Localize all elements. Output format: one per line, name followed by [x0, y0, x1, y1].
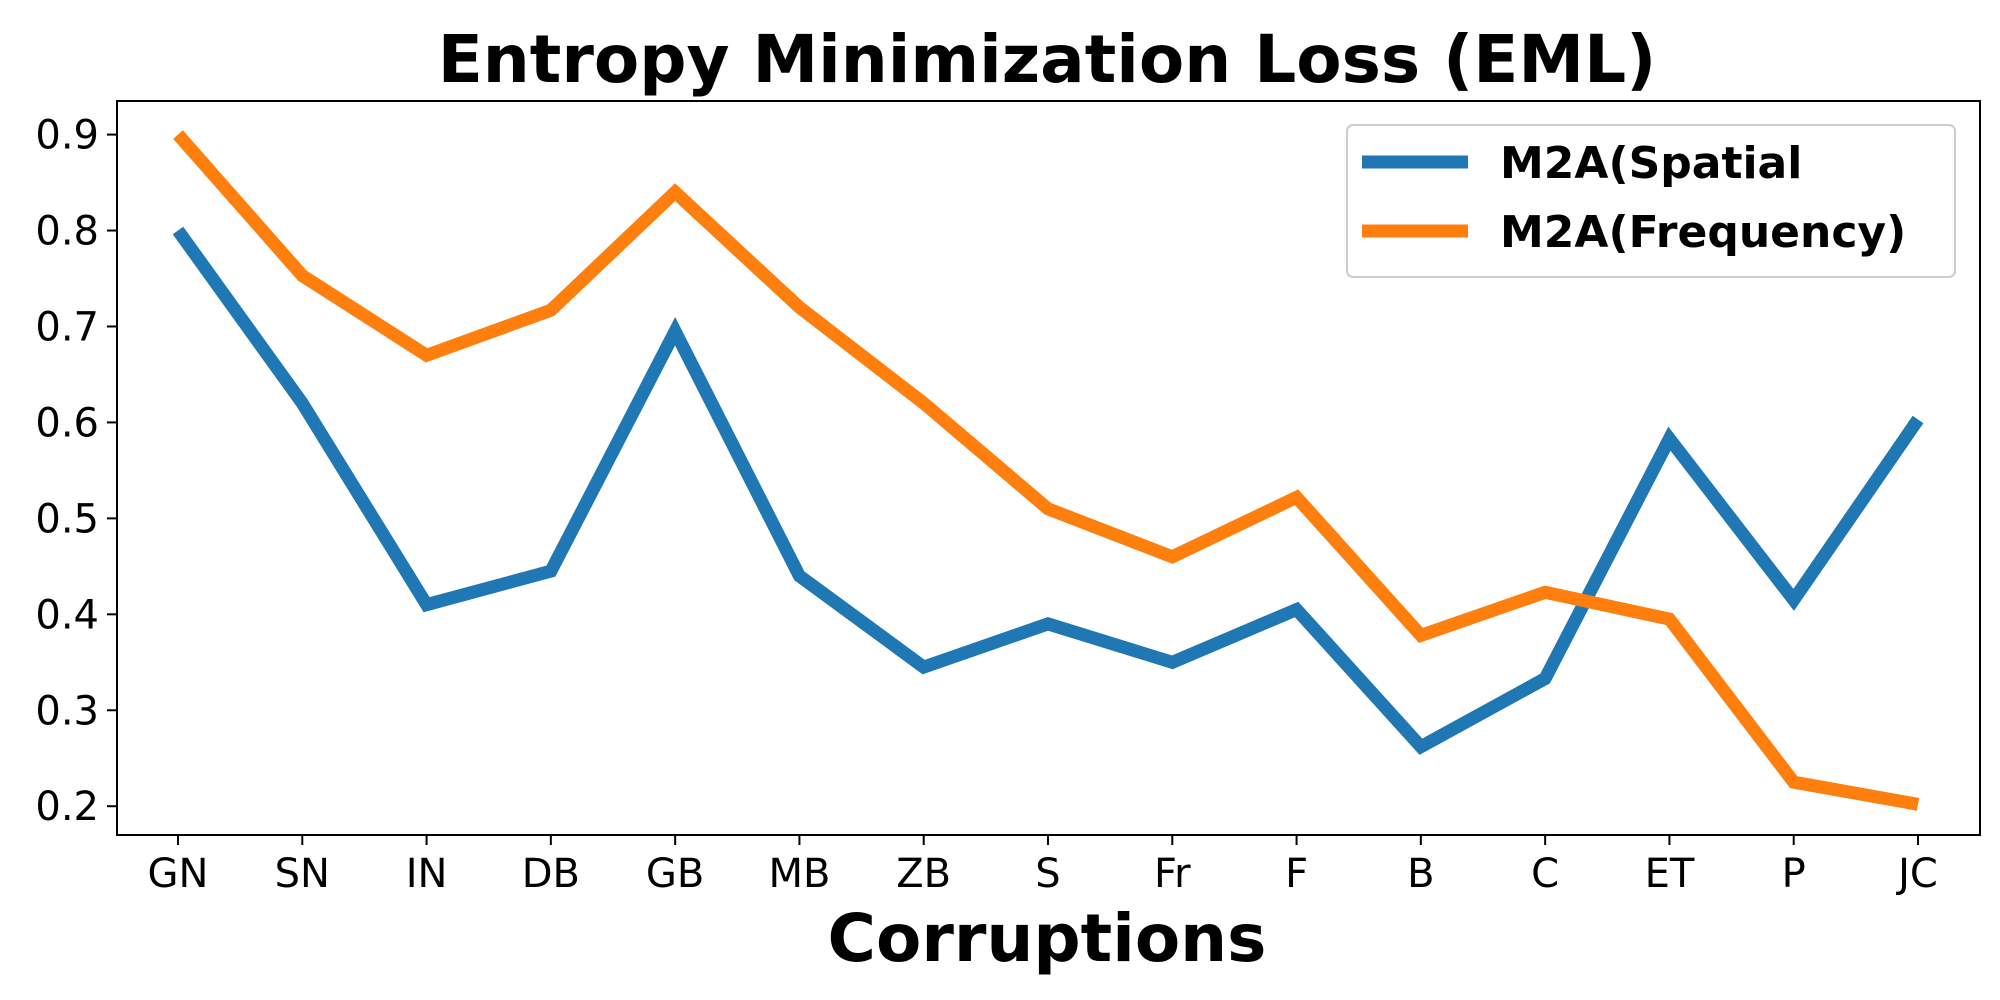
- x-axis: GN SN IN DB GB MB ZB S Fr F B C ET P JC: [148, 835, 1938, 897]
- x-tick-label: GB: [646, 851, 704, 897]
- legend: M2A(Spatial M2A(Frequency): [1346, 124, 1956, 278]
- x-tick-label: DB: [522, 851, 580, 897]
- x-tick-label: S: [1035, 851, 1060, 897]
- x-tick-label: B: [1407, 851, 1434, 897]
- y-axis: 0.2 0.3 0.4 0.5 0.6 0.7 0.8 0.9: [35, 113, 117, 830]
- chart-title: Entropy Minimization Loss (EML): [438, 21, 1657, 98]
- x-tick-label: GN: [148, 851, 209, 897]
- x-tick-label: F: [1285, 851, 1308, 897]
- x-tick-label: ZB: [896, 851, 951, 897]
- y-tick-label: 0.2: [35, 784, 99, 830]
- legend-label-frequency: M2A(Frequency): [1500, 207, 1906, 258]
- x-tick-label: C: [1531, 851, 1559, 897]
- x-tick-label: SN: [275, 851, 330, 897]
- series-line-frequency: [173, 130, 1920, 811]
- x-tick-label: MB: [768, 851, 830, 897]
- legend-label-spatial: M2A(Spatial: [1500, 138, 1802, 189]
- x-axis-label: Corruptions: [828, 900, 1267, 977]
- x-tick-label: Fr: [1154, 851, 1191, 897]
- x-tick-label: IN: [406, 851, 448, 897]
- legend-box: [1346, 124, 1956, 278]
- y-tick-label: 0.8: [35, 209, 99, 255]
- x-tick-label: P: [1782, 851, 1806, 897]
- y-tick-label: 0.7: [35, 304, 99, 350]
- series-line-spatial: [172, 226, 1924, 755]
- y-tick-label: 0.3: [35, 688, 99, 734]
- x-tick-label: JC: [1895, 851, 1938, 897]
- x-tick-label: ET: [1645, 851, 1695, 897]
- y-tick-label: 0.6: [35, 400, 99, 446]
- y-tick-label: 0.9: [35, 113, 99, 159]
- y-tick-label: 0.4: [35, 592, 99, 638]
- y-tick-label: 0.5: [35, 496, 99, 542]
- plot-area: [172, 130, 1924, 811]
